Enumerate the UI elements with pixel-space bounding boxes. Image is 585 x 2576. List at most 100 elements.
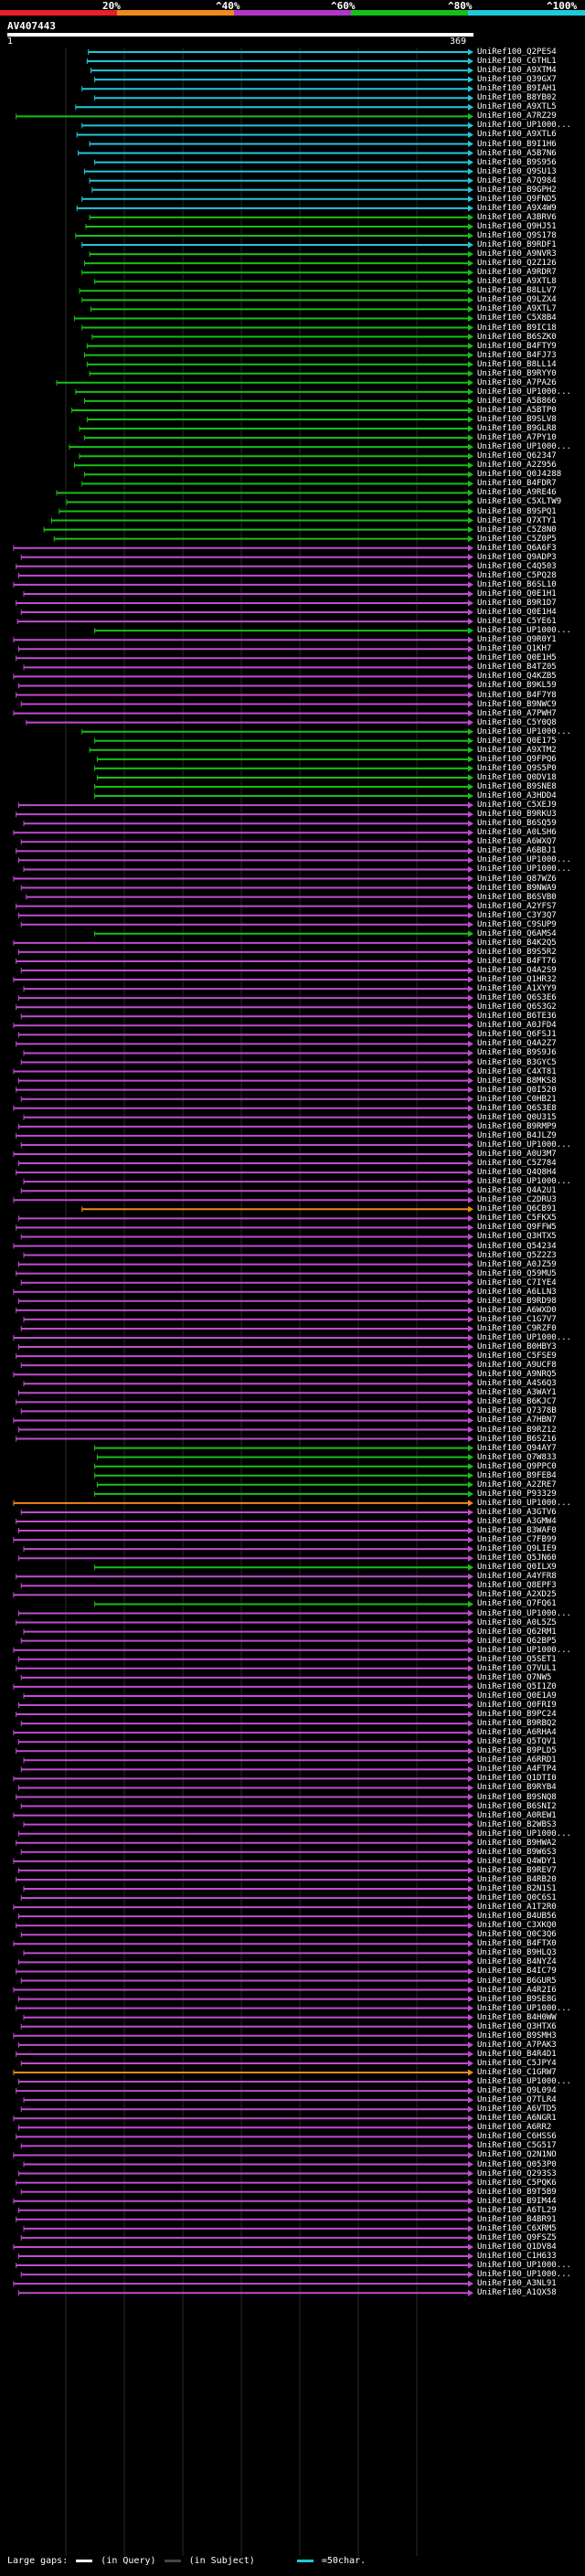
hit-label[interactable]: UniRef100_Q3HTX6 <box>477 2021 557 2031</box>
hit-label[interactable]: UniRef100_Q5Z2Z3 <box>477 1250 557 1260</box>
hit-label[interactable]: UniRef100_A7PWH7 <box>477 708 557 718</box>
hit-label[interactable]: UniRef100_Q0E1H1 <box>477 588 557 599</box>
hit-label[interactable]: UniRef100_B0HBY3 <box>477 1342 557 1352</box>
hit-label[interactable]: UniRef100_B6KJC7 <box>477 1397 557 1407</box>
hit-label[interactable]: UniRef100_Q9PPC0 <box>477 1461 557 1471</box>
hit-label[interactable]: UniRef100_A5B7N6 <box>477 148 557 158</box>
hit-label[interactable]: UniRef100_B9W6S3 <box>477 1847 557 1857</box>
hit-label[interactable]: UniRef100_C6XRM5 <box>477 2223 557 2233</box>
hit-label[interactable]: UniRef100_Q7FQ61 <box>477 1599 557 1609</box>
hit-label[interactable]: UniRef100_Q7378B <box>477 1406 557 1416</box>
hit-label[interactable]: UniRef100_B9PLD5 <box>477 1746 557 1756</box>
hit-label[interactable]: UniRef100_Q9R0Y1 <box>477 635 557 645</box>
hit-label[interactable]: UniRef100_Q9HJ51 <box>477 221 557 231</box>
hit-label[interactable]: UniRef100_UP1000... <box>477 2003 571 2013</box>
hit-label[interactable]: UniRef100_A9XTL5 <box>477 102 557 112</box>
hit-label[interactable]: UniRef100_Q9FSZ5 <box>477 2232 557 2242</box>
hit-label[interactable]: UniRef100_Q4WDY1 <box>477 1856 557 1866</box>
hit-label[interactable]: UniRef100_B4FDR7 <box>477 479 557 489</box>
hit-label[interactable]: UniRef100_Q4KZB5 <box>477 672 557 682</box>
hit-label[interactable]: UniRef100_B4FJ73 <box>477 350 557 360</box>
hit-label[interactable]: UniRef100_A2YFS7 <box>477 901 557 911</box>
hit-label[interactable]: UniRef100_Q4A2S9 <box>477 966 557 975</box>
hit-label[interactable]: UniRef100_A3GTV6 <box>477 1507 557 1517</box>
hit-label[interactable]: UniRef100_A6RHA4 <box>477 1728 557 1738</box>
hit-label[interactable]: UniRef100_UP1000... <box>477 726 571 737</box>
hit-label[interactable]: UniRef100_Q5SET1 <box>477 1654 557 1664</box>
hit-label[interactable]: UniRef100_B9S9J6 <box>477 1048 557 1058</box>
hit-label[interactable]: UniRef100_B9SNE8 <box>477 782 557 791</box>
hit-label[interactable]: UniRef100_C2DRU3 <box>477 1195 557 1205</box>
hit-label[interactable]: UniRef100_Q6S3E8 <box>477 1103 557 1113</box>
hit-label[interactable]: UniRef100_UP1000... <box>477 2261 571 2271</box>
hit-label[interactable]: UniRef100_UP1000... <box>477 1645 571 1655</box>
hit-label[interactable]: UniRef100_B4BR91 <box>477 2214 557 2224</box>
hit-label[interactable]: UniRef100_B9REV7 <box>477 1865 557 1875</box>
hit-label[interactable]: UniRef100_A1T2R0 <box>477 1903 557 1913</box>
hit-label[interactable]: UniRef100_Q0I520 <box>477 1085 557 1095</box>
hit-label[interactable]: UniRef100_B9RD98 <box>477 1296 557 1306</box>
hit-label[interactable]: UniRef100_A9NRQ5 <box>477 1370 557 1380</box>
hit-label[interactable]: UniRef100_Q2PES4 <box>477 48 557 57</box>
hit-label[interactable]: UniRef100_Q8EPF3 <box>477 1581 557 1591</box>
hit-label[interactable]: UniRef100_B9T5B9 <box>477 2187 557 2197</box>
hit-label[interactable]: UniRef100_A7Q984 <box>477 175 557 186</box>
hit-label[interactable]: UniRef100_A9X4W9 <box>477 203 557 213</box>
hit-label[interactable]: UniRef100_Q0U315 <box>477 1112 557 1122</box>
hit-label[interactable]: UniRef100_B4TZ05 <box>477 663 557 673</box>
hit-label[interactable]: UniRef100_Q6A6F3 <box>477 543 557 553</box>
hit-label[interactable]: UniRef100_A0LSH6 <box>477 828 557 838</box>
hit-label[interactable]: UniRef100_A2Z956 <box>477 461 557 471</box>
hit-label[interactable]: UniRef100_UP1000... <box>477 121 571 131</box>
hit-label[interactable]: UniRef100_C0HB21 <box>477 1094 557 1104</box>
hit-label[interactable]: UniRef100_B9FEB4 <box>477 1470 557 1480</box>
hit-label[interactable]: UniRef100_A7HBN7 <box>477 1415 557 1426</box>
hit-label[interactable]: UniRef100_B8LL14 <box>477 359 557 369</box>
hit-label[interactable]: UniRef100_B6SZ16 <box>477 1434 557 1444</box>
hit-label[interactable]: UniRef100_A3WAY1 <box>477 1388 557 1398</box>
hit-label[interactable]: UniRef100_UP1000... <box>477 1498 571 1508</box>
hit-label[interactable]: UniRef100_A3BRV6 <box>477 212 557 222</box>
hit-label[interactable]: UniRef100_Q6AMS4 <box>477 928 557 938</box>
hit-label[interactable]: UniRef100_B6SQ59 <box>477 819 557 829</box>
hit-label[interactable]: UniRef100_A7PAK3 <box>477 2040 557 2050</box>
hit-label[interactable]: UniRef100_Q9LIE9 <box>477 1544 557 1554</box>
hit-label[interactable]: UniRef100_B4H0WW <box>477 2012 557 2022</box>
hit-label[interactable]: UniRef100_Q4A2U1 <box>477 1186 557 1196</box>
hit-label[interactable]: UniRef100_A9XTM4 <box>477 66 557 76</box>
hit-label[interactable]: UniRef100_A9XTM2 <box>477 745 557 755</box>
hit-label[interactable]: UniRef100_B8MKS8 <box>477 1076 557 1086</box>
hit-label[interactable]: UniRef100_B9S5R2 <box>477 947 557 957</box>
hit-label[interactable]: UniRef100_C5X8B4 <box>477 313 557 323</box>
hit-label[interactable]: UniRef100_UP1000... <box>477 1177 571 1187</box>
hit-label[interactable]: UniRef100_B6SZK0 <box>477 332 557 342</box>
hit-label[interactable]: UniRef100_B9GLR8 <box>477 424 557 434</box>
hit-label[interactable]: UniRef100_B9RKU3 <box>477 810 557 820</box>
hit-label[interactable]: UniRef100_B2N1S1 <box>477 1884 557 1893</box>
hit-label[interactable]: UniRef100_A4R2I6 <box>477 1985 557 1995</box>
hit-label[interactable]: UniRef100_B8YB02 <box>477 93 557 103</box>
hit-label[interactable]: UniRef100_B4NYZ4 <box>477 1957 557 1967</box>
hit-label[interactable]: UniRef100_C3Y3Q7 <box>477 910 557 920</box>
hit-label[interactable]: UniRef100_UP1000... <box>477 1829 571 1839</box>
hit-label[interactable]: UniRef100_Q9L094 <box>477 2086 557 2096</box>
hit-label[interactable]: UniRef100_A6TL29 <box>477 2205 557 2215</box>
hit-label[interactable]: UniRef100_B9SMH3 <box>477 2030 557 2041</box>
hit-label[interactable]: UniRef100_Q59MU5 <box>477 1268 557 1278</box>
hit-label[interactable]: UniRef100_A3NL91 <box>477 2279 557 2289</box>
hit-label[interactable]: UniRef100_B6SVB0 <box>477 892 557 902</box>
hit-label[interactable]: UniRef100_Q0E1A9 <box>477 1691 557 1701</box>
hit-label[interactable]: UniRef100_C6THL1 <box>477 57 557 67</box>
hit-label[interactable]: UniRef100_Q7VUL1 <box>477 1663 557 1673</box>
hit-label[interactable]: UniRef100_C5Z784 <box>477 1159 557 1169</box>
hit-label[interactable]: UniRef100_Q0FRI9 <box>477 1701 557 1710</box>
hit-label[interactable]: UniRef100_Q62BP5 <box>477 1636 557 1646</box>
hit-label[interactable]: UniRef100_Q2N1NO <box>477 2150 557 2160</box>
hit-label[interactable]: UniRef100_B9NWC9 <box>477 699 557 709</box>
hit-label[interactable]: UniRef100_Q9FPQ6 <box>477 754 557 764</box>
hit-label[interactable]: UniRef100_A4S6Q3 <box>477 1379 557 1389</box>
hit-label[interactable]: UniRef100_Q7W833 <box>477 1452 557 1462</box>
hit-label[interactable]: UniRef100_P93329 <box>477 1489 557 1499</box>
hit-label[interactable]: UniRef100_A4FTP4 <box>477 1765 557 1775</box>
hit-label[interactable]: UniRef100_UP1000... <box>477 855 571 865</box>
